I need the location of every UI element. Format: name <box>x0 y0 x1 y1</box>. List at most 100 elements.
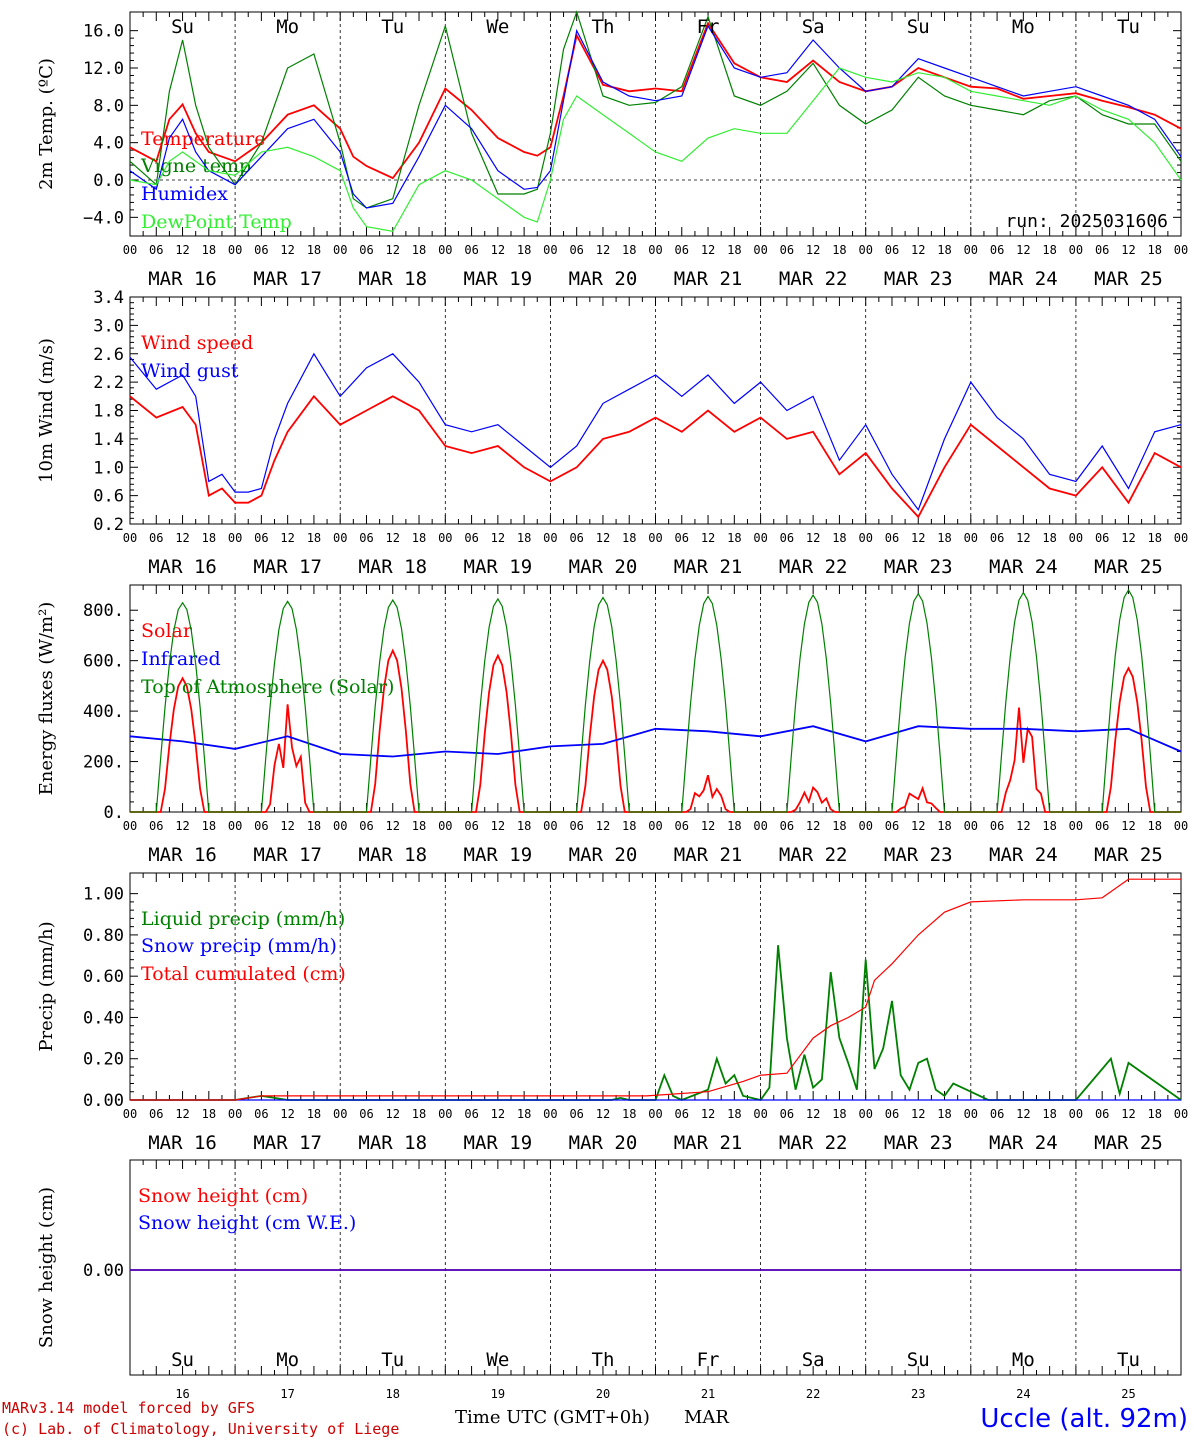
hour-tick-label: 12 <box>701 819 715 833</box>
hour-tick-label: 06 <box>780 819 794 833</box>
hour-tick-label: 06 <box>464 819 478 833</box>
hour-tick-label: 06 <box>1095 243 1109 257</box>
hour-tick-label: 18 <box>937 819 951 833</box>
y-tick-label: 0.2 <box>93 515 124 535</box>
hour-tick-label: 00 <box>964 243 978 257</box>
hour-tick-label: 18 <box>937 531 951 545</box>
hour-tick-label: 12 <box>1016 819 1030 833</box>
hour-tick-label: 06 <box>569 819 583 833</box>
hour-tick-label: 00 <box>438 1107 452 1121</box>
hour-tick-label: 18 <box>412 531 426 545</box>
footer: MARv3.14 model forced by GFS (c) Lab. of… <box>2 1399 1188 1438</box>
day-number-label: 21 <box>701 1387 715 1401</box>
hour-tick-label: 06 <box>149 243 163 257</box>
hour-tick-label: 12 <box>491 819 505 833</box>
hour-tick-label: 06 <box>990 531 1004 545</box>
hour-tick-label: 18 <box>307 1107 321 1121</box>
hour-tick-label: 00 <box>438 819 452 833</box>
legend-entry: Wind gust <box>141 360 239 382</box>
hour-tick-label: 12 <box>1121 819 1135 833</box>
weekday-label: Mo <box>1012 1349 1035 1371</box>
day-number-label: 22 <box>806 1387 820 1401</box>
x-axis-title: Time UTC (GMT+0h) <box>455 1407 650 1428</box>
weekday-label: Mo <box>1012 16 1035 38</box>
hour-tick-label: 18 <box>727 243 741 257</box>
date-label: MAR 18 <box>358 1132 427 1154</box>
hour-tick-label: 00 <box>333 531 347 545</box>
plot-frame <box>129 11 1182 237</box>
date-label: MAR 24 <box>989 1132 1058 1154</box>
hour-tick-label: 12 <box>806 531 820 545</box>
hour-tick-label: 12 <box>175 1107 189 1121</box>
date-label: MAR 18 <box>358 556 427 578</box>
y-tick-label: −4.0 <box>83 208 124 228</box>
hour-tick-label: 00 <box>123 531 137 545</box>
hour-tick-label: 12 <box>175 819 189 833</box>
date-label: MAR 20 <box>569 556 638 578</box>
legend-entry: Liquid precip (mm/h) <box>141 908 345 930</box>
hour-tick-label: 00 <box>858 1107 872 1121</box>
hour-tick-label: 06 <box>885 531 899 545</box>
hour-tick-label: 18 <box>517 1107 531 1121</box>
hour-tick-label: 00 <box>1069 819 1083 833</box>
date-label: MAR 25 <box>1094 844 1163 866</box>
weekday-label: We <box>486 16 509 38</box>
hour-tick-label: 18 <box>307 819 321 833</box>
y-tick-label: 2.2 <box>93 373 124 393</box>
legend-entry: Snow height (cm W.E.) <box>138 1212 356 1234</box>
weekday-label: Sa <box>802 16 825 38</box>
weekday-label: Su <box>907 16 930 38</box>
hour-tick-label: 06 <box>675 819 689 833</box>
date-label: MAR 18 <box>358 844 427 866</box>
hour-tick-label: 18 <box>1147 1107 1161 1121</box>
series-line-temperature <box>129 21 1182 180</box>
legend-entry: Snow precip (mm/h) <box>141 935 337 957</box>
hour-tick-label: 18 <box>622 1107 636 1121</box>
hour-tick-label: 00 <box>1174 819 1188 833</box>
hour-tick-label: 06 <box>149 1107 163 1121</box>
legend-entry: Infrared <box>141 648 221 670</box>
hour-tick-label: 06 <box>780 243 794 257</box>
y-tick-label: 0.60 <box>83 967 124 987</box>
hour-tick-label: 18 <box>832 819 846 833</box>
hour-tick-label: 18 <box>1147 819 1161 833</box>
hour-tick-label: 00 <box>648 819 662 833</box>
hour-tick-label: 18 <box>937 243 951 257</box>
series-line-top-of-atmosphere-solar- <box>130 588 1181 813</box>
hour-tick-label: 18 <box>1147 531 1161 545</box>
hour-tick-label: 12 <box>280 819 294 833</box>
hour-tick-label: 18 <box>307 531 321 545</box>
hour-tick-label: 06 <box>359 819 373 833</box>
hour-tick-label: 12 <box>491 531 505 545</box>
hour-tick-label: 06 <box>254 819 268 833</box>
y-tick-label: 0.0 <box>93 171 124 191</box>
hour-tick-label: 12 <box>280 243 294 257</box>
day-number-label: 19 <box>491 1387 505 1401</box>
hour-tick-label: 00 <box>228 531 242 545</box>
hour-tick-label: 00 <box>123 819 137 833</box>
date-label: MAR 19 <box>464 556 533 578</box>
hour-tick-label: 00 <box>543 1107 557 1121</box>
y-axis-label: 2m Temp. (ºC) <box>36 58 57 190</box>
y-axis-label: Energy fluxes (W/m²) <box>36 602 57 796</box>
hour-tick-label: 18 <box>622 243 636 257</box>
y-axis-label: Precip (mm/h) <box>36 921 57 1051</box>
hour-tick-label: 00 <box>753 243 767 257</box>
legend-entry: Total cumulated (cm) <box>141 963 346 985</box>
hour-tick-label: 06 <box>675 1107 689 1121</box>
hour-tick-label: 12 <box>1016 531 1030 545</box>
station-label: Uccle (alt. 92m) <box>980 1404 1188 1434</box>
hour-tick-label: 06 <box>1095 531 1109 545</box>
date-label: MAR 17 <box>253 556 322 578</box>
hour-tick-label: 06 <box>149 819 163 833</box>
hour-tick-label: 12 <box>806 819 820 833</box>
hour-tick-label: 12 <box>596 243 610 257</box>
hour-tick-label: 00 <box>438 243 452 257</box>
date-label: MAR 24 <box>989 268 1058 290</box>
weekday-label: Mo <box>276 16 299 38</box>
hour-tick-label: 00 <box>964 1107 978 1121</box>
series-line-wind-speed <box>129 394 1182 519</box>
series-line-humidex <box>129 24 1182 209</box>
y-axis-label: Snow height (cm) <box>36 1187 57 1348</box>
